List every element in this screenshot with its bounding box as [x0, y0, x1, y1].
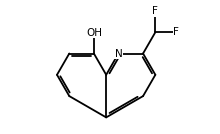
Text: F: F: [173, 27, 179, 37]
Text: F: F: [152, 6, 158, 16]
Text: N: N: [115, 49, 122, 59]
Text: OH: OH: [86, 28, 102, 38]
